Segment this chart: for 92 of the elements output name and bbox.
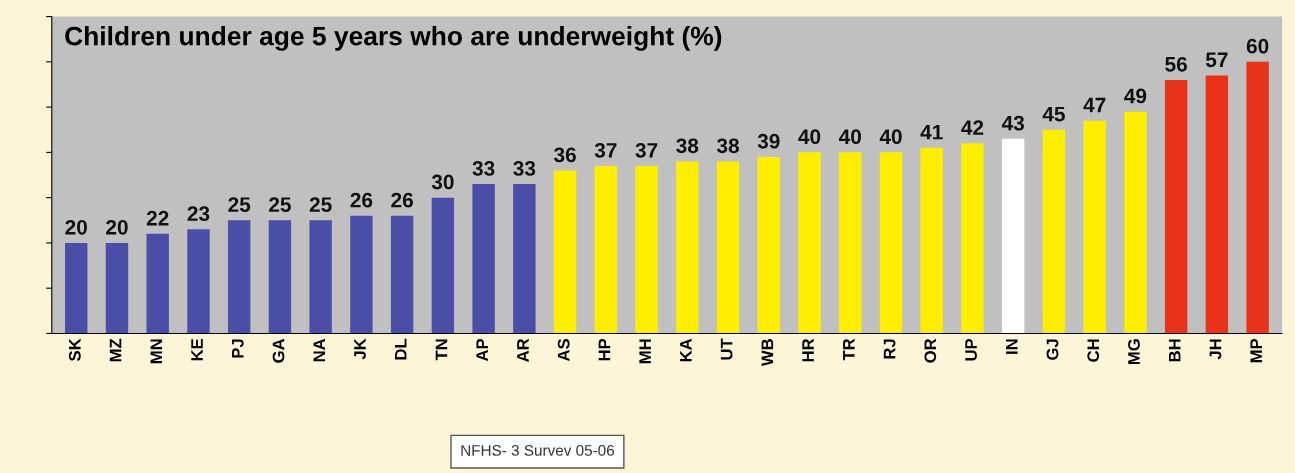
text: NFHS- 3 Survev 05-06 xyxy=(461,445,615,456)
bar xyxy=(879,152,903,334)
data-label: 25 xyxy=(309,197,332,212)
x-tick-label: GJ xyxy=(1046,339,1059,360)
x-tick-label: TR xyxy=(843,338,855,361)
bar xyxy=(472,184,495,334)
x-tick-label: CH xyxy=(1087,339,1100,362)
x-tick-label: AS xyxy=(557,338,570,362)
x-tick-label: BH xyxy=(1168,339,1181,362)
data-label: 38 xyxy=(676,138,699,154)
data-label: 47 xyxy=(1083,97,1106,113)
data-label: 20 xyxy=(106,219,128,235)
data-label: 26 xyxy=(391,192,413,208)
bar xyxy=(920,147,943,334)
data-label: 56 xyxy=(1165,56,1187,72)
data-label: 37 xyxy=(594,142,617,158)
bar xyxy=(716,161,740,334)
data-label: 23 xyxy=(187,206,210,222)
x-tick-label: HP xyxy=(598,338,611,361)
x-tick-label: GA xyxy=(272,338,285,363)
x-tick-label: SK xyxy=(68,338,81,361)
x-tick-label: MP xyxy=(1250,338,1262,363)
x-tick-label: AP xyxy=(476,338,488,362)
x-tick-label: JH xyxy=(1209,339,1222,360)
bar xyxy=(146,233,169,334)
data-label: 42 xyxy=(961,120,984,135)
bar xyxy=(187,229,210,334)
x-tick-label: UP xyxy=(965,338,977,361)
x-tick-label: MG xyxy=(1128,339,1140,365)
bar xyxy=(1205,75,1229,334)
bar xyxy=(309,220,332,334)
bar xyxy=(65,242,88,334)
bar xyxy=(268,220,292,334)
x-tick-label: MZ xyxy=(109,338,122,362)
bar xyxy=(757,156,780,334)
bar xyxy=(1042,129,1066,334)
data-label: 40 xyxy=(879,129,902,145)
data-label: 45 xyxy=(1042,106,1065,122)
data-label: 25 xyxy=(269,197,291,212)
bar xyxy=(1001,138,1025,334)
bar xyxy=(635,165,658,334)
data-label: 57 xyxy=(1205,52,1228,68)
x-tick-label: OR xyxy=(924,338,937,363)
x-tick-label: PJ xyxy=(232,339,244,358)
bar xyxy=(676,161,699,334)
x-tick-label: RJ xyxy=(883,339,896,359)
data-label: 26 xyxy=(350,192,373,208)
x-tick-label: MN xyxy=(150,339,163,364)
data-label: 43 xyxy=(1001,115,1025,131)
bar xyxy=(1164,79,1188,334)
x-tick-label: WB xyxy=(761,339,774,367)
x-tick-label: UT xyxy=(720,338,733,360)
data-label: 22 xyxy=(146,210,169,226)
x-tick-label: HR xyxy=(802,338,814,362)
bar xyxy=(350,215,373,334)
x-tick-label: DL xyxy=(394,338,407,360)
data-label: 38 xyxy=(716,138,739,154)
x-tick-label: NA xyxy=(313,338,325,362)
bar xyxy=(390,215,414,334)
x-tick-label: IN xyxy=(1006,339,1018,354)
bar xyxy=(961,143,984,334)
bar xyxy=(798,152,821,334)
data-label: 41 xyxy=(920,125,943,140)
bar xyxy=(594,165,618,334)
x-tick-label: KA xyxy=(680,338,692,362)
data-label: 33 xyxy=(513,161,536,176)
x-tick-label: KE xyxy=(191,338,203,361)
data-label: 37 xyxy=(635,142,658,158)
bar xyxy=(105,242,129,334)
x-tick-label: JK xyxy=(354,338,366,360)
data-label: 39 xyxy=(757,133,780,149)
x-tick-label: AR xyxy=(517,338,529,362)
bar xyxy=(1083,120,1106,334)
data-label: 40 xyxy=(798,129,821,145)
bar xyxy=(553,170,577,334)
data-label: 60 xyxy=(1246,38,1269,54)
data-label: 36 xyxy=(553,147,576,163)
bar xyxy=(1124,111,1147,334)
bar xyxy=(513,184,536,334)
bar xyxy=(431,197,455,334)
data-label: 30 xyxy=(431,174,454,190)
x-tick-label: TN xyxy=(435,339,448,361)
bar xyxy=(1246,61,1269,334)
bar xyxy=(839,152,862,334)
data-label: 33 xyxy=(472,161,495,176)
x-tick-label: MH xyxy=(639,339,651,364)
data-label: 20 xyxy=(65,219,87,235)
bar xyxy=(227,220,251,334)
data-label: 25 xyxy=(228,197,251,212)
data-label: 40 xyxy=(838,129,861,145)
chart-title: Children under age 5 years who are underweight (%) xyxy=(65,26,722,51)
data-label: 49 xyxy=(1124,88,1147,104)
